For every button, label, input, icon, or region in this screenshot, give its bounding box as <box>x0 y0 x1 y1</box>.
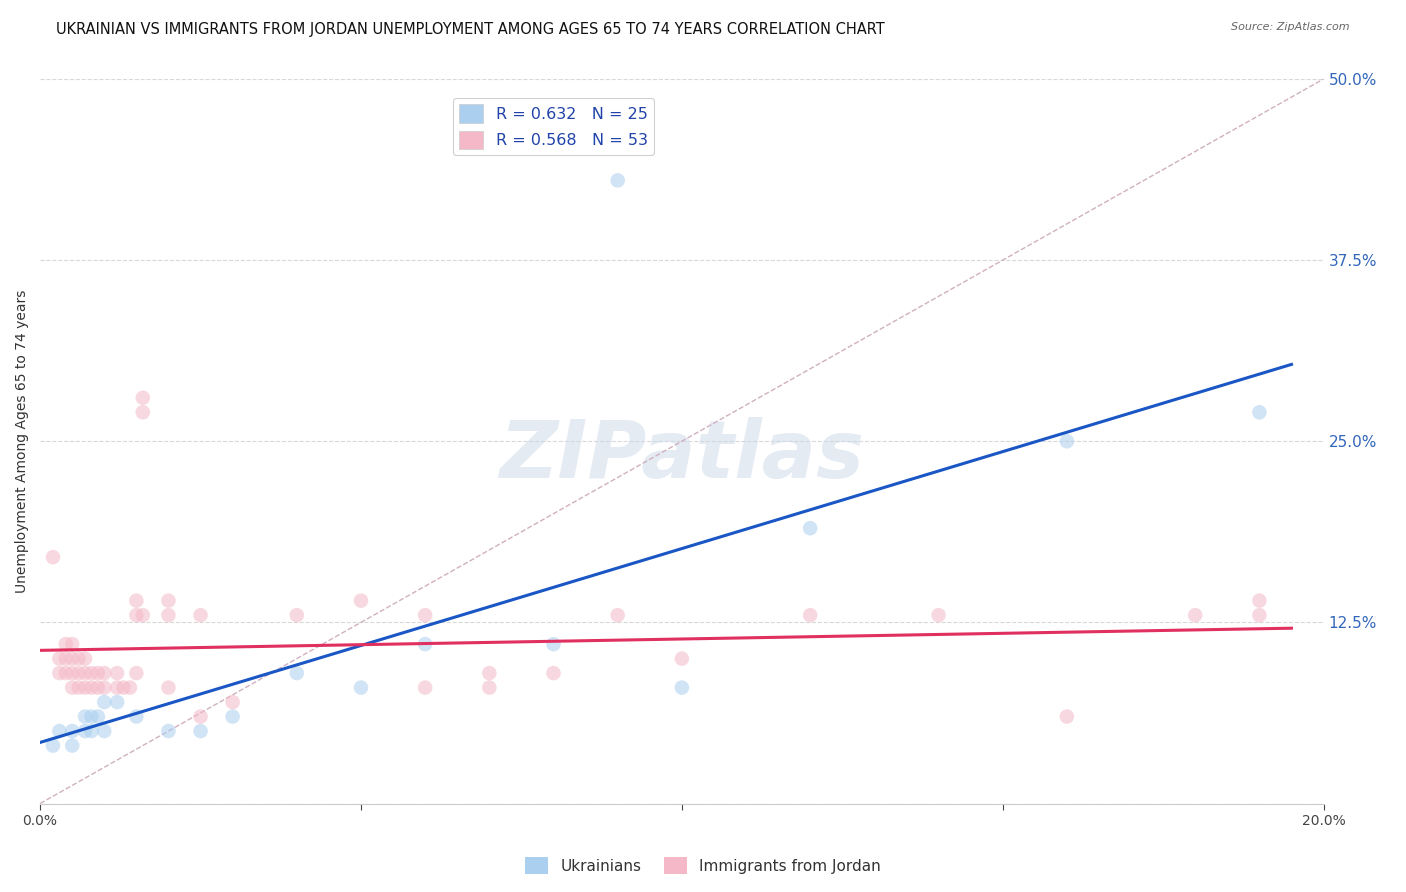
Point <box>285 608 308 623</box>
Point <box>60 651 83 665</box>
Point <box>285 666 308 681</box>
Point <box>606 608 628 623</box>
Point <box>105 666 128 681</box>
Point <box>80 709 103 723</box>
Point <box>1249 593 1271 607</box>
Point <box>73 681 96 695</box>
Point <box>132 405 155 419</box>
Point <box>478 681 501 695</box>
Point <box>60 681 83 695</box>
Point <box>80 666 103 681</box>
Point <box>1249 405 1271 419</box>
Point <box>60 666 83 681</box>
Point <box>87 709 110 723</box>
Point <box>125 593 148 607</box>
Point <box>87 666 110 681</box>
Point <box>157 681 180 695</box>
Point <box>606 173 628 187</box>
Legend: Ukrainians, Immigrants from Jordan: Ukrainians, Immigrants from Jordan <box>519 851 887 880</box>
Point <box>1056 434 1078 449</box>
Text: Source: ZipAtlas.com: Source: ZipAtlas.com <box>1232 22 1350 32</box>
Point <box>73 666 96 681</box>
Point <box>543 637 565 651</box>
Point <box>93 695 115 709</box>
Point <box>543 666 565 681</box>
Point <box>80 681 103 695</box>
Point <box>55 637 77 651</box>
Point <box>928 608 950 623</box>
Point <box>60 739 83 753</box>
Point <box>48 651 70 665</box>
Point <box>157 724 180 739</box>
Point <box>60 724 83 739</box>
Point <box>221 709 243 723</box>
Point <box>73 724 96 739</box>
Point <box>671 681 693 695</box>
Point <box>112 681 135 695</box>
Point <box>105 695 128 709</box>
Point <box>60 637 83 651</box>
Point <box>42 739 65 753</box>
Point <box>125 608 148 623</box>
Point <box>55 666 77 681</box>
Point <box>799 608 821 623</box>
Point <box>87 681 110 695</box>
Point <box>1249 608 1271 623</box>
Point <box>67 666 90 681</box>
Point <box>413 608 436 623</box>
Point <box>132 391 155 405</box>
Text: UKRAINIAN VS IMMIGRANTS FROM JORDAN UNEMPLOYMENT AMONG AGES 65 TO 74 YEARS CORRE: UKRAINIAN VS IMMIGRANTS FROM JORDAN UNEM… <box>56 22 884 37</box>
Point <box>125 666 148 681</box>
Point <box>125 709 148 723</box>
Point <box>105 681 128 695</box>
Point <box>132 608 155 623</box>
Point <box>67 651 90 665</box>
Point <box>80 724 103 739</box>
Point <box>73 709 96 723</box>
Point <box>350 681 373 695</box>
Y-axis label: Unemployment Among Ages 65 to 74 years: Unemployment Among Ages 65 to 74 years <box>15 290 30 593</box>
Point <box>413 637 436 651</box>
Point <box>118 681 141 695</box>
Point <box>55 651 77 665</box>
Point <box>799 521 821 535</box>
Point <box>413 681 436 695</box>
Point <box>1184 608 1206 623</box>
Point <box>221 695 243 709</box>
Point <box>190 709 212 723</box>
Point <box>190 608 212 623</box>
Point <box>478 666 501 681</box>
Point <box>48 724 70 739</box>
Point <box>93 724 115 739</box>
Point <box>48 666 70 681</box>
Point <box>67 681 90 695</box>
Point <box>1056 709 1078 723</box>
Point <box>350 593 373 607</box>
Point <box>73 651 96 665</box>
Point <box>42 550 65 565</box>
Point <box>190 724 212 739</box>
Point <box>93 666 115 681</box>
Point <box>157 593 180 607</box>
Legend: R = 0.632   N = 25, R = 0.568   N = 53: R = 0.632 N = 25, R = 0.568 N = 53 <box>453 98 654 155</box>
Text: ZIPatlas: ZIPatlas <box>499 417 865 495</box>
Point <box>93 681 115 695</box>
Point <box>157 608 180 623</box>
Point <box>671 651 693 665</box>
